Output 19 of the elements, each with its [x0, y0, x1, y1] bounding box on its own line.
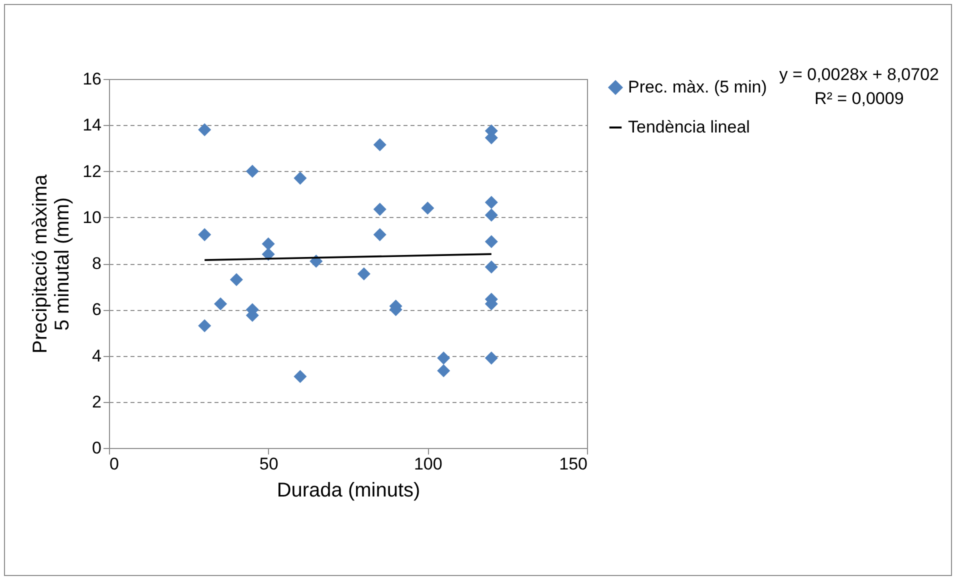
- text: R² = 0,0009: [813, 88, 905, 110]
- y-tick-label: 16: [82, 70, 102, 88]
- text: y = 0,0028x + 8,0702: [779, 64, 939, 86]
- y-tick-label: 12: [82, 162, 102, 181]
- legend-label: Tendència lineal: [628, 118, 750, 136]
- y-tick-label: 4: [92, 346, 102, 366]
- y-axis-title: Precipitació màxima 5 minutal (mm): [30, 174, 74, 354]
- y-tick-label: 10: [82, 208, 102, 227]
- legend-label: Prec. màx. (5 min): [628, 78, 767, 96]
- y-tick-label: 0: [92, 438, 102, 458]
- x-tick-label: 100: [414, 454, 442, 474]
- y-tick-label: 14: [82, 116, 102, 135]
- y-tick-label: 8: [92, 254, 102, 273]
- x-tick-label: 50: [259, 454, 278, 474]
- x-tick-label: 0: [110, 454, 119, 474]
- x-tick-label: 150: [559, 454, 588, 474]
- y-tick-label: 6: [92, 300, 102, 320]
- y-tick-label: 2: [92, 392, 102, 412]
- x-axis-title: Durada (minuts): [276, 480, 420, 502]
